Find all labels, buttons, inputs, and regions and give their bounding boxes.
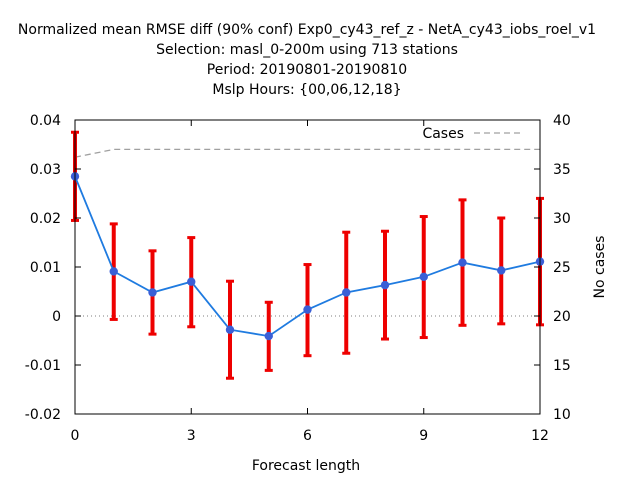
axes: -0.02-0.0100.010.020.030.041015202530354… — [25, 113, 571, 444]
data-point — [342, 288, 351, 297]
y-tick-label: 0.04 — [30, 113, 61, 129]
legend: Cases — [422, 126, 522, 142]
data-point — [380, 280, 390, 290]
x-tick-label: 9 — [419, 428, 428, 444]
x-tick-label: 12 — [531, 428, 549, 444]
x-tick-label: 3 — [187, 428, 196, 444]
y-tick-label: -0.02 — [25, 407, 61, 423]
x-axis-label: Forecast length — [252, 458, 360, 474]
y2-tick-label: 20 — [553, 309, 571, 325]
y2-tick-label: 25 — [553, 260, 571, 276]
title-line-3: Period: 20190801-20190810 — [207, 62, 407, 78]
y2-tick-label: 15 — [553, 358, 571, 374]
data-point — [225, 325, 235, 334]
y2-tick-label: 10 — [553, 407, 571, 423]
title-line-1: Normalized mean RMSE diff (90% conf) Exp… — [18, 22, 596, 38]
data-point — [187, 277, 196, 286]
y2-tick-label: 40 — [553, 113, 571, 129]
x-tick-label: 6 — [303, 428, 312, 444]
chart-title: Normalized mean RMSE diff (90% conf) Exp… — [18, 22, 596, 98]
data-point — [419, 272, 428, 281]
cases-line — [74, 148, 540, 158]
plot-area — [70, 130, 545, 380]
y2-tick-label: 30 — [553, 211, 571, 227]
y2-axis-label: No cases — [592, 236, 608, 299]
data-point — [264, 331, 273, 341]
data-point — [109, 267, 118, 276]
y2-tick-label: 35 — [553, 162, 571, 178]
y-tick-label: -0.01 — [25, 358, 61, 374]
title-line-4: Mslp Hours: {00,06,12,18} — [212, 82, 401, 98]
y-tick-label: 0.02 — [30, 211, 61, 227]
data-point — [148, 288, 157, 297]
data-point — [497, 266, 506, 275]
legend-label-cases: Cases — [422, 126, 464, 142]
y-tick-label: 0.01 — [30, 260, 61, 276]
y-tick-label: 0 — [52, 309, 61, 325]
y-tick-label: 0.03 — [30, 162, 61, 178]
data-point — [458, 258, 467, 267]
x-tick-label: 0 — [71, 428, 80, 444]
data-point — [303, 305, 312, 314]
title-line-2: Selection: masl_0-200m using 713 station… — [156, 42, 458, 58]
